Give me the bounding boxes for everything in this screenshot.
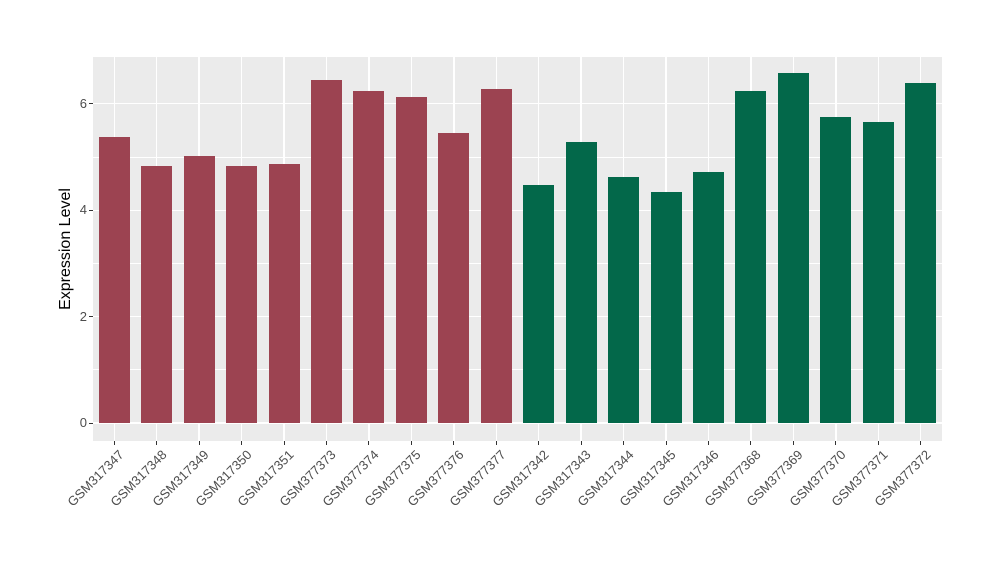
bar-GSM377374 xyxy=(353,91,385,423)
y-tick-label-6: 6 xyxy=(79,95,87,111)
plot-panel xyxy=(93,57,942,441)
x-tick-mark-GSM317349 xyxy=(198,441,200,445)
bar-GSM317345 xyxy=(650,191,682,423)
bar-GSM377377 xyxy=(480,89,512,423)
x-tick-mark-GSM377371 xyxy=(877,441,879,445)
y-tick-label-4: 4 xyxy=(79,202,87,218)
y-tick-mark-6 xyxy=(89,103,93,105)
x-tick-mark-GSM377377 xyxy=(495,441,497,445)
bar-GSM317348 xyxy=(141,165,173,423)
bar-GSM377370 xyxy=(820,117,852,423)
bar-GSM377375 xyxy=(395,97,427,423)
bar-GSM317349 xyxy=(183,155,215,423)
bar-GSM317343 xyxy=(565,142,597,423)
bar-GSM377368 xyxy=(735,91,767,423)
y-tick-mark-2 xyxy=(89,316,93,318)
gridline-major-y6 xyxy=(93,103,942,105)
x-tick-mark-GSM317343 xyxy=(580,441,582,445)
bar-GSM317346 xyxy=(693,172,725,423)
bar-GSM377373 xyxy=(310,80,342,423)
bar-GSM377371 xyxy=(862,122,894,423)
bar-GSM317351 xyxy=(268,164,300,423)
x-tick-mark-GSM377373 xyxy=(325,441,327,445)
x-tick-mark-GSM377369 xyxy=(792,441,794,445)
bar-GSM317347 xyxy=(98,136,130,423)
x-tick-mark-GSM317346 xyxy=(708,441,710,445)
x-tick-mark-GSM377375 xyxy=(410,441,412,445)
x-tick-mark-GSM317348 xyxy=(156,441,158,445)
x-tick-mark-GSM377374 xyxy=(368,441,370,445)
x-tick-mark-GSM317342 xyxy=(538,441,540,445)
gridline-minor-y1 xyxy=(93,369,942,371)
gridline-major-y0 xyxy=(93,422,942,424)
y-tick-mark-4 xyxy=(89,209,93,211)
bar-GSM377372 xyxy=(905,83,937,423)
gridline-minor-y3 xyxy=(93,263,942,264)
bar-GSM377376 xyxy=(438,133,470,423)
x-tick-mark-GSM317351 xyxy=(283,441,285,445)
x-tick-mark-GSM377370 xyxy=(835,441,837,445)
gridline-minor-y5 xyxy=(93,156,942,158)
gridline-major-y4 xyxy=(93,209,942,211)
x-tick-mark-GSM317344 xyxy=(623,441,625,445)
bar-GSM317342 xyxy=(523,184,555,423)
bar-GSM317344 xyxy=(608,177,640,423)
x-tick-mark-GSM317350 xyxy=(241,441,243,445)
y-tick-label-0: 0 xyxy=(79,415,87,430)
gridline-major-y2 xyxy=(93,315,942,318)
bar-GSM317350 xyxy=(226,165,258,423)
bar-GSM377369 xyxy=(777,73,809,423)
y-tick-label-2: 2 xyxy=(79,308,87,324)
x-tick-mark-GSM317347 xyxy=(113,441,115,445)
y-tick-mark-0 xyxy=(89,422,93,424)
x-tick-mark-GSM317345 xyxy=(665,441,667,445)
x-tick-mark-GSM377372 xyxy=(920,441,922,445)
x-tick-mark-GSM377368 xyxy=(750,441,752,445)
x-tick-mark-GSM377376 xyxy=(453,441,455,445)
